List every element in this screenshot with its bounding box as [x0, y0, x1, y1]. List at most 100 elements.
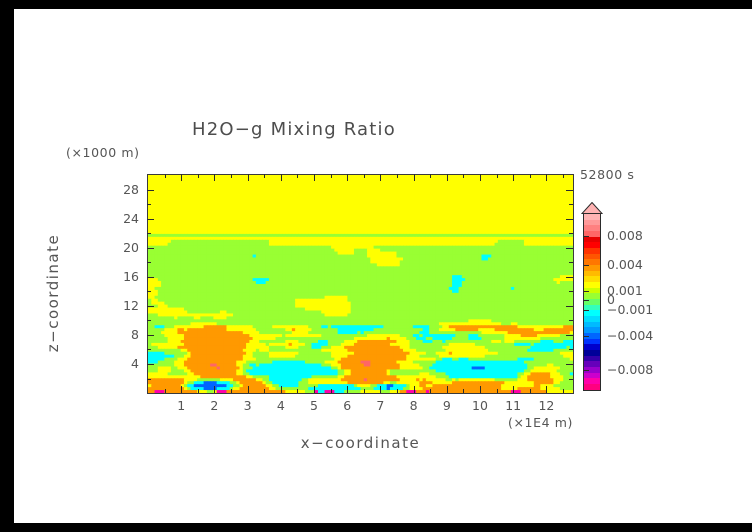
x-major-tick-bottom [280, 386, 282, 393]
y-major-tick-right [566, 276, 573, 278]
x-minor-tick-bottom [264, 389, 266, 393]
y-minor-tick-right [569, 320, 573, 322]
x-major-tick-bottom [347, 386, 349, 393]
x-major-tick-top [214, 174, 216, 181]
x-tick-label: 1 [177, 398, 186, 413]
y-minor-tick [147, 349, 151, 351]
y-minor-tick [147, 204, 151, 206]
colorbar-tick [583, 236, 589, 238]
y-minor-tick-right [569, 233, 573, 235]
x-minor-tick-top [463, 174, 465, 178]
y-tick-label: 20 [123, 239, 139, 255]
colorbar-segment [584, 355, 600, 362]
colorbar-tick [583, 369, 589, 371]
y-minor-tick-right [569, 262, 573, 264]
colorbar-segment [584, 333, 600, 339]
contour-field [148, 175, 573, 393]
x-minor-tick-bottom [363, 389, 365, 393]
x-major-tick-bottom [546, 386, 548, 393]
colorbar-segment [584, 259, 600, 266]
colorbar-segment [584, 253, 600, 260]
x-axis-title: x−coordinate [300, 434, 421, 452]
x-tick-label: 7 [376, 398, 385, 413]
y-tick-label: 12 [123, 297, 139, 313]
x-major-tick-top [280, 174, 282, 181]
colorbar-segment [584, 316, 600, 322]
x-tick-label: 8 [409, 398, 418, 413]
x-axis-unit-label: (×1E4 m) [508, 415, 573, 430]
y-minor-tick-right [569, 378, 573, 380]
y-tick-label: 4 [131, 355, 139, 371]
colorbar-segment [584, 344, 600, 351]
x-major-tick-bottom [181, 386, 183, 393]
x-major-tick-bottom [413, 386, 415, 393]
x-major-tick-top [546, 174, 548, 181]
x-minor-tick-top [496, 174, 498, 178]
x-minor-tick-top [197, 174, 199, 178]
y-minor-tick [147, 262, 151, 264]
colorbar-label: 0.004 [607, 256, 643, 272]
y-major-tick [147, 363, 154, 365]
x-major-tick-top [480, 174, 481, 181]
x-minor-tick-bottom [297, 389, 299, 393]
colorbar-segment [584, 265, 600, 271]
colorbar-segment [584, 242, 600, 249]
y-major-tick [147, 276, 154, 278]
x-minor-tick-bottom [164, 389, 166, 393]
x-minor-tick-bottom [496, 389, 498, 393]
colorbar-segment [584, 310, 600, 317]
timestamp-label: 52800 s [580, 167, 635, 182]
colorbar-segment [584, 219, 600, 226]
x-minor-tick-bottom [563, 389, 564, 393]
x-major-tick-bottom [214, 386, 216, 393]
x-minor-tick-bottom [197, 389, 199, 393]
colorbar-tick [583, 310, 589, 311]
x-minor-tick-bottom [430, 389, 432, 393]
colorbar-tick [583, 291, 589, 293]
colorbar-segment [584, 384, 600, 390]
x-major-tick-top [446, 174, 448, 181]
y-major-tick-right [566, 218, 573, 220]
x-minor-tick-top [164, 174, 166, 178]
y-major-tick [147, 334, 154, 336]
x-tick-label: 2 [210, 398, 219, 413]
colorbar-segment [584, 350, 600, 356]
y-axis-title: z−coordinate [44, 233, 62, 353]
colorbar-tick [583, 335, 589, 337]
colorbar-gradient [583, 213, 601, 391]
colorbar-label: −0.001 [607, 302, 654, 317]
x-tick-label: 5 [310, 398, 318, 413]
colorbar-segment [584, 225, 600, 232]
colorbar [581, 202, 603, 392]
colorbar-label: −0.008 [607, 361, 654, 377]
x-tick-label: 11 [505, 398, 522, 413]
x-tick-label: 10 [472, 398, 488, 413]
colorbar-segment [584, 231, 600, 237]
y-major-tick [147, 247, 154, 249]
x-major-tick-bottom [247, 386, 249, 393]
y-minor-tick-right [569, 291, 573, 293]
y-minor-tick [147, 320, 151, 322]
y-minor-tick [147, 291, 151, 293]
y-minor-tick [147, 233, 151, 235]
x-minor-tick-bottom [463, 389, 465, 393]
x-minor-tick-bottom [330, 389, 332, 393]
x-minor-tick-top [397, 174, 398, 178]
colorbar-label: 0.001 [607, 283, 643, 299]
colorbar-segment [584, 248, 600, 254]
x-tick-label: 3 [243, 398, 252, 413]
x-major-tick-top [181, 174, 183, 181]
x-major-tick-top [513, 174, 515, 181]
x-major-tick-top [247, 174, 249, 181]
colorbar-segment [584, 276, 600, 283]
colorbar-segment [584, 304, 600, 311]
x-minor-tick-top [529, 174, 531, 178]
y-major-tick-right [566, 334, 573, 336]
colorbar-segment [584, 270, 600, 277]
x-minor-tick-bottom [529, 389, 531, 393]
x-minor-tick-top [231, 174, 232, 178]
x-tick-label: 4 [276, 398, 285, 413]
y-major-tick-right [566, 363, 573, 365]
x-minor-tick-bottom [231, 389, 232, 393]
